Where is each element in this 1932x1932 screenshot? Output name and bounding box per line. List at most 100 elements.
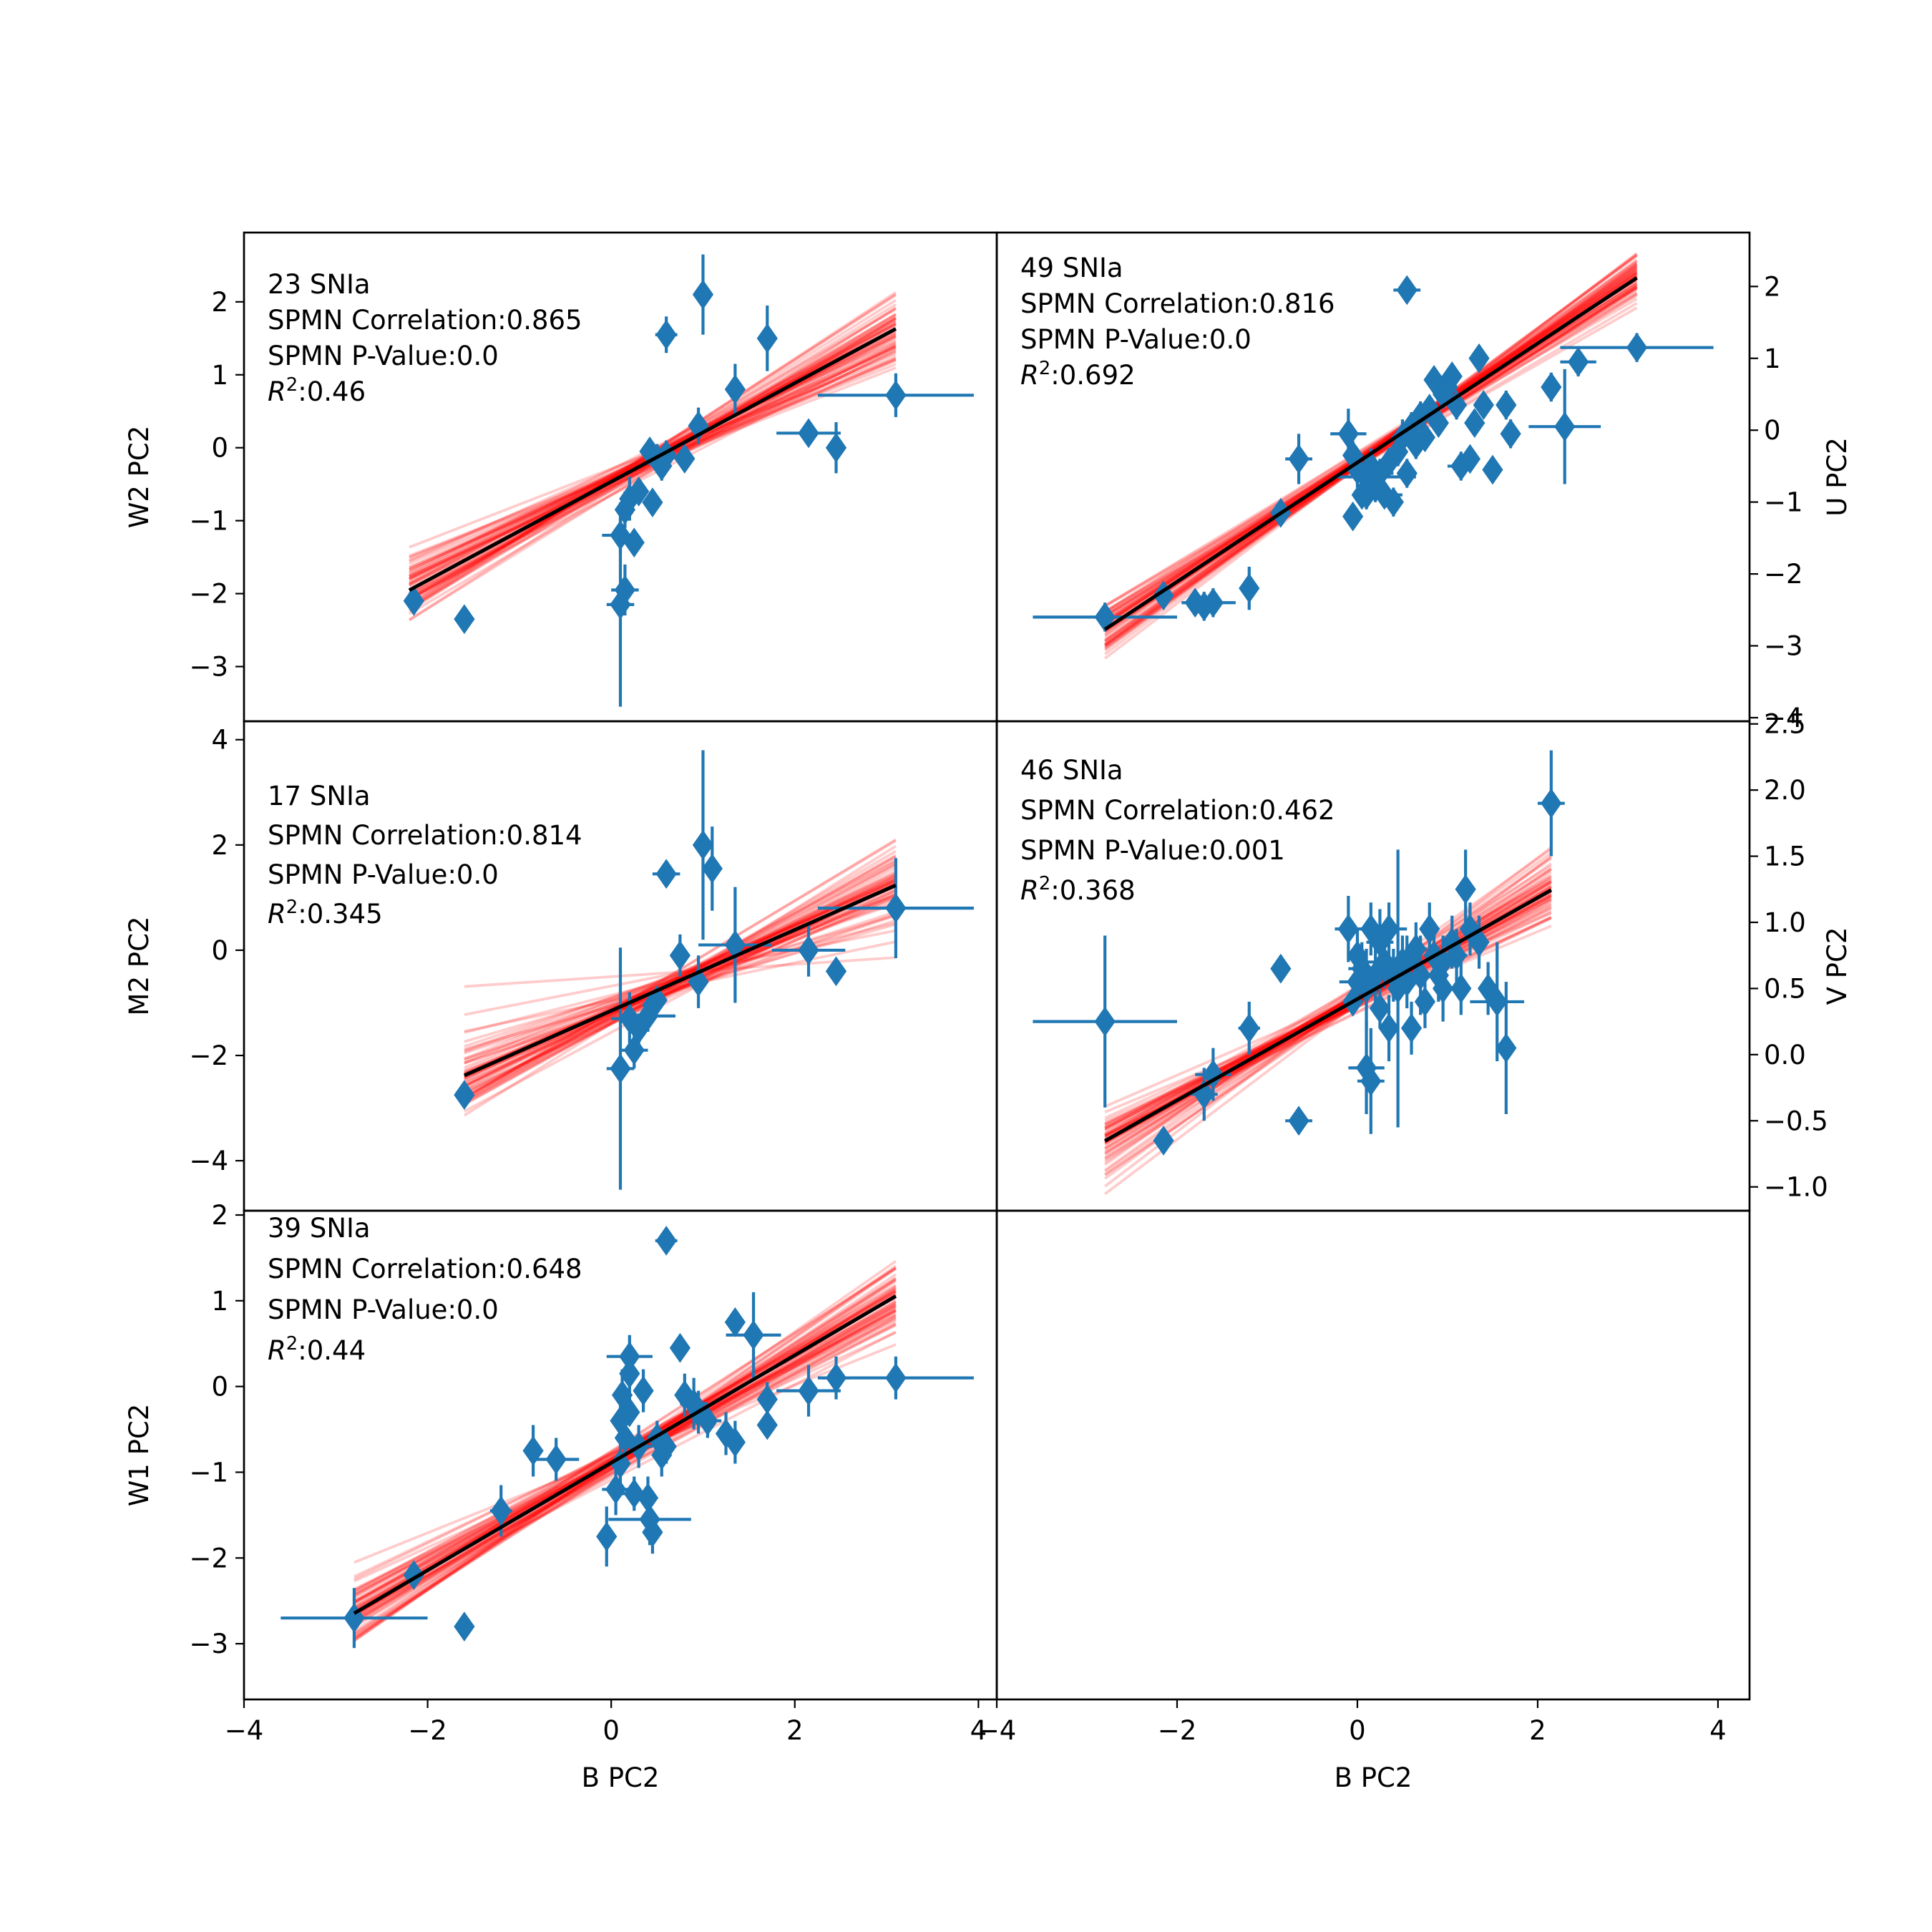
mc-line [1104,857,1552,1163]
data-point [825,956,847,987]
y-axis-label: V PC2 [1822,927,1853,1005]
data-point [1459,444,1481,474]
annotation-line: R2:0.692 [1020,358,1136,391]
data-point [628,477,650,507]
diamond-marker [756,323,778,353]
data-point [669,934,691,977]
plot-area [454,750,974,1190]
diamond-marker [642,1517,663,1548]
data-point [724,364,746,415]
data-point [693,1403,722,1438]
mc-line [1104,868,1552,1156]
diamond-marker [642,487,663,518]
diamond-marker [1400,1013,1423,1043]
annotation-line: SPMN Correlation:0.814 [268,820,582,851]
diamond-marker [454,604,475,635]
plot-area [1033,252,1714,660]
data-point [756,305,778,371]
mc-line [353,1330,897,1616]
x-axis-label: B PC2 [582,1762,660,1793]
diamond-marker [1342,501,1364,532]
data-point [596,1506,618,1567]
mc-line [464,922,897,1051]
data-point [1537,750,1565,857]
plot-area [403,254,974,707]
data-point [1560,332,1714,363]
diamond-marker [1360,1065,1382,1096]
data-point [1528,369,1601,484]
data-point [1370,902,1407,956]
data-point [825,422,847,474]
data-point [1335,462,1416,492]
mc-line [1104,878,1552,1131]
data-point [1482,454,1503,485]
diamond-marker [454,1080,475,1111]
mc-line [1104,864,1552,1143]
mc-line [464,902,897,1053]
x-tick-label: −4 [977,1715,1017,1746]
diamond-marker [1351,479,1372,510]
y-axis: −3 −2 −1 0 1 2 [189,287,244,683]
best-fit-line [1103,888,1553,1143]
mc-line [1104,877,1552,1136]
mc-line [1104,270,1638,623]
data-point [454,604,475,635]
data-point [1450,962,1472,1015]
data-point [1464,408,1485,439]
y-tick-label: −1 [1764,487,1803,518]
y-tick-label: 2.5 [1764,709,1806,740]
annotation-line: 46 SNIa [1020,755,1123,786]
diamond-marker [1369,993,1391,1024]
diamond-marker [1270,953,1292,984]
mc-line [408,317,897,622]
diamond-marker [1541,372,1562,402]
diamond-marker [1239,573,1260,604]
diamond-marker [1455,874,1476,904]
y-tick-label: 1.0 [1764,907,1806,938]
x-tick-label: 4 [1709,1715,1727,1746]
y-axis: −4 −3 −2 −1 0 1 2 [1750,271,1803,733]
mc-line [463,855,897,1099]
data-point [724,1307,746,1337]
annotation-line: SPMN P-Value:0.0 [268,1294,499,1325]
mc-line [464,921,897,1034]
annotation-line: SPMN P-Value:0.001 [1020,835,1285,866]
mc-line [464,912,897,1065]
y-tick-label: 2 [1764,271,1781,302]
data-point [701,826,723,911]
best-fit-line [463,883,897,1078]
diamond-marker [1239,1013,1260,1043]
diamond-marker [1450,973,1472,1004]
annotation-line: R2:0.44 [268,1333,366,1366]
data-point [623,527,645,558]
y-tick-label: −2 [1764,559,1803,590]
data-point [817,1356,974,1400]
diamond-marker [1441,361,1463,391]
stats-annotation: 49 SNIa SPMN Correlation:0.816 SPMN P-Valu… [1020,253,1335,391]
mc-line [464,897,897,1079]
mc-line [464,919,897,1060]
mc-line [408,326,897,615]
x-axis: −4 −2 0 2 4 [225,1699,987,1746]
diamond-marker [1496,390,1517,420]
annotation-line: SPMN Correlation:0.816 [1020,288,1335,319]
mc-line [464,896,897,1083]
annotation-line: SPMN Correlation:0.865 [268,305,582,336]
y-tick-label: 2 [211,1200,228,1231]
data-point [1348,1021,1385,1115]
diamond-marker [1496,1033,1517,1063]
diamond-marker [655,1226,677,1256]
y-tick-label: −1 [189,1457,228,1488]
data-points [454,750,974,1190]
mc-line [463,863,897,1106]
mc-line [464,892,897,1078]
diamond-marker [1396,458,1418,489]
data-point [726,1292,781,1378]
diamond-marker [1626,332,1648,363]
diamond-marker [633,1375,654,1406]
x-tick-label: 4 [970,1715,987,1746]
annotation-line: R2:0.46 [268,374,366,407]
data-point [1190,587,1236,618]
data-point [1541,372,1562,402]
diamond-marker [1378,1013,1400,1043]
